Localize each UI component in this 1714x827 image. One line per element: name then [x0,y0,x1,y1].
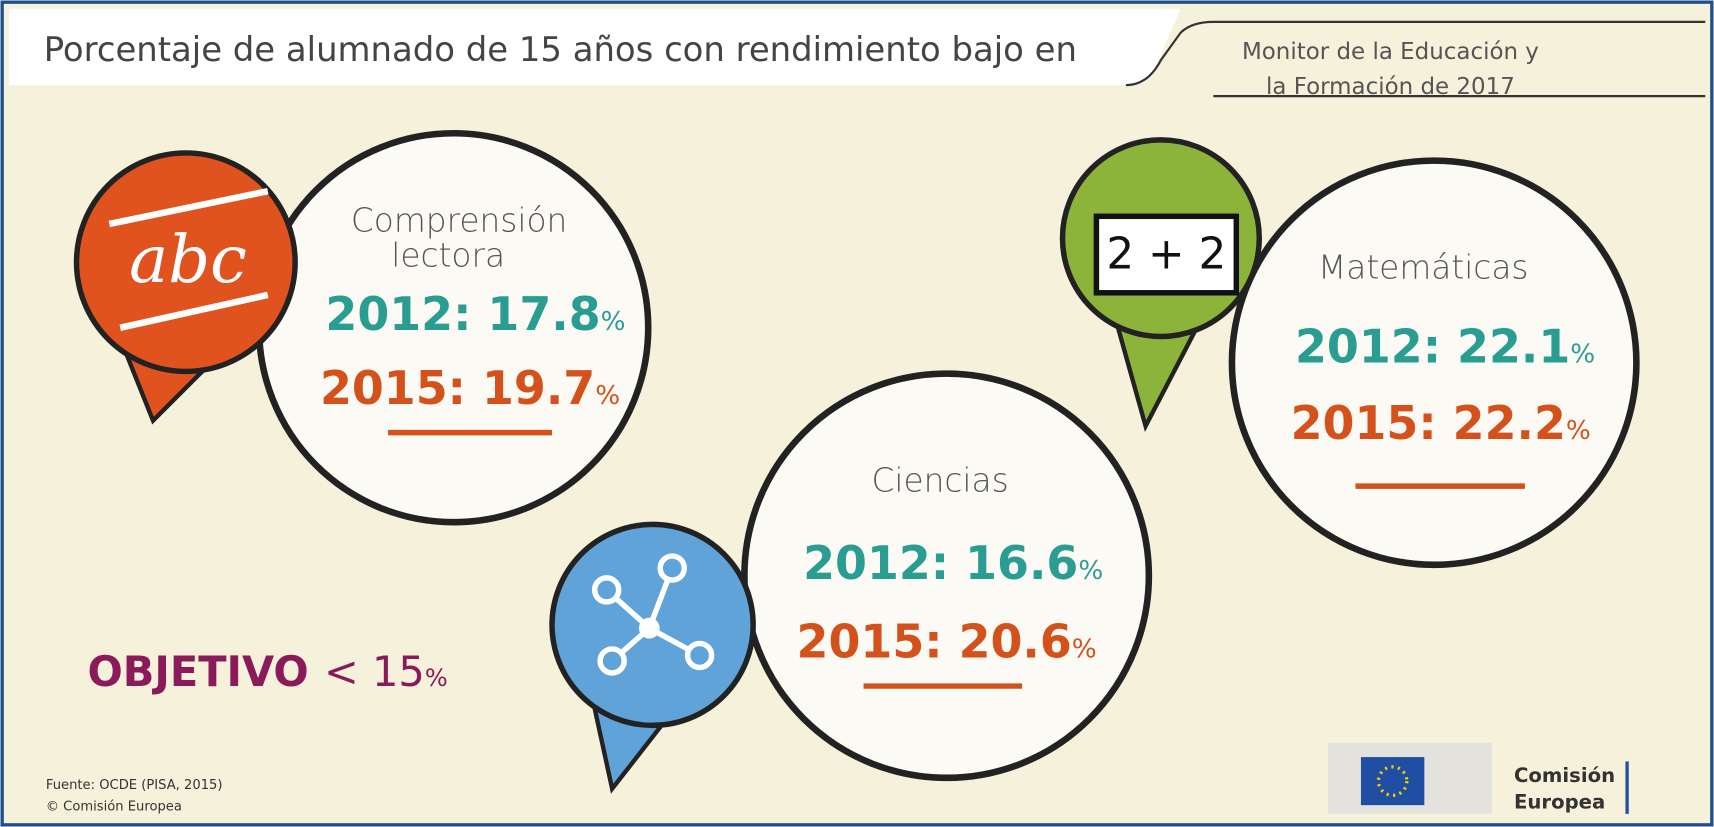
source: © Comisión Europea [46,800,182,815]
icon-text: abc [129,222,247,298]
title: Porcentaje de alumnado de 15 años con re… [44,30,1077,69]
publication: la Formación de 2017 [1266,74,1515,100]
source: Fuente: OCDE (PISA, 2015) [46,778,223,793]
logo-flag [1361,757,1424,805]
subject-name: lectora [391,237,505,275]
icon-text: 2 + 2 [1106,229,1226,280]
logo-text: Comisión [1514,764,1615,787]
result-2012: 2012: 22.1% [1295,320,1595,374]
publication: Monitor de la Educación y [1242,39,1539,65]
infographic: Porcentaje de alumnado de 15 años con re… [0,0,1714,827]
logo-text: Europea [1514,790,1605,813]
logo-bar [1625,761,1628,813]
result-2015: 2015: 22.2% [1291,396,1591,450]
result-2012: 2012: 16.6% [803,536,1103,590]
subject-name: Comprensión [351,202,567,240]
subject-name: Ciencias [871,462,1008,500]
result-2015: 2015: 19.7% [320,361,620,415]
result-2015: 2015: 20.6% [797,615,1097,669]
objective: OBJETIVO< 15% [87,647,447,696]
result-2012: 2012: 17.8% [325,287,625,341]
subject-name: Matemáticas [1318,249,1529,287]
